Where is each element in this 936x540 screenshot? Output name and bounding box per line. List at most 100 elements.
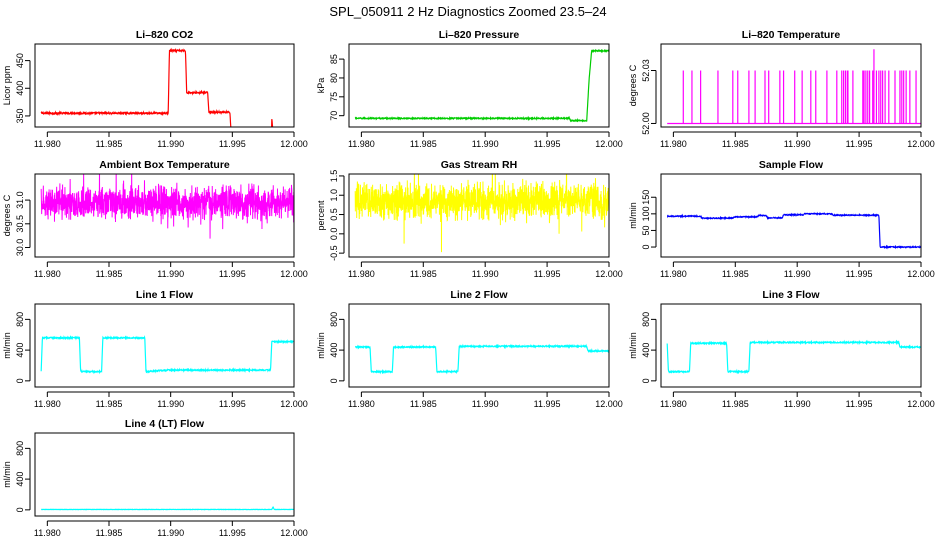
chart-title: Gas Stream RH	[441, 159, 517, 171]
data-series	[355, 343, 609, 375]
y-tick-label: 400	[15, 472, 25, 487]
plot-area	[40, 47, 274, 127]
data-series	[667, 49, 921, 125]
data-series	[354, 174, 609, 253]
chart-title: Line 1 Flow	[136, 289, 194, 301]
y-tick-label: 400	[15, 81, 25, 96]
data-series	[41, 506, 294, 511]
y-tick-label: 0.5	[329, 208, 339, 221]
plot-frame	[34, 43, 295, 128]
plot-frame	[348, 303, 610, 388]
plot-area	[667, 49, 921, 125]
x-tick-label: 12.000	[907, 399, 935, 409]
y-axis: 30.0 30.5 31.0	[15, 191, 31, 257]
x-axis: 11.980 11.985 11.990 11.995 12.000	[660, 261, 935, 279]
y-axis: -0.5 0.0 0.5 1.0 1.5	[329, 170, 345, 261]
x-tick-label: 12.000	[907, 139, 935, 149]
plot-area	[40, 335, 294, 375]
y-tick-label: 400	[641, 343, 651, 358]
chart-sample-flow: Sample Flow ml/min 11.980 11.985 11.990 11.99…	[628, 159, 935, 279]
x-tick-label: 11.990	[157, 399, 184, 409]
x-axis: 11.980 11.985 11.990 11.995 12.000	[34, 391, 308, 409]
y-axis: 0 400 800	[15, 441, 31, 512]
x-tick-label: 12.000	[280, 139, 308, 149]
chart-title: Ambient Box Temperature	[99, 159, 230, 171]
y-axis: 0 400 800	[329, 312, 345, 383]
chart-title: Line 3 Flow	[762, 289, 820, 301]
y-axis-label: degrees C	[628, 64, 638, 106]
data-series	[40, 174, 294, 239]
x-tick-label: 11.980	[34, 139, 61, 149]
plot-area	[666, 211, 921, 250]
data-series	[354, 48, 609, 123]
y-axis-label: ml/min	[628, 332, 638, 359]
x-tick-label: 11.995	[846, 139, 873, 149]
y-tick-label: 350	[15, 108, 25, 123]
y-tick-label: 0	[329, 378, 339, 383]
x-axis: 11.980 11.985 11.990 11.995 12.000	[34, 131, 308, 149]
y-axis-label: Licor ppm	[2, 66, 12, 106]
y-tick-label: 1.0	[329, 189, 339, 202]
x-tick-label: 11.985	[96, 269, 123, 279]
plot-area	[41, 506, 294, 511]
x-tick-label: 11.980	[348, 399, 375, 409]
y-tick-label: -0.5	[329, 245, 339, 261]
y-tick-label: 30.5	[15, 215, 25, 233]
x-tick-label: 11.985	[722, 399, 749, 409]
x-axis: 11.980 11.985 11.990 11.995 12.000	[660, 131, 935, 149]
data-series	[40, 47, 274, 127]
x-tick-label: 11.995	[219, 399, 246, 409]
x-tick-label: 11.995	[846, 399, 873, 409]
plot-frame	[34, 303, 295, 388]
data-series	[666, 339, 921, 375]
y-tick-label: 800	[329, 312, 339, 327]
chart-title: Line 4 (LT) Flow	[125, 418, 205, 430]
x-tick-label: 12.000	[280, 399, 308, 409]
x-tick-label: 11.995	[219, 269, 246, 279]
y-tick-label: 0	[641, 245, 651, 250]
data-series	[666, 211, 921, 250]
x-tick-label: 11.980	[34, 528, 61, 538]
y-axis: 70 75 80 85	[329, 54, 345, 121]
x-axis: 11.980 11.985 11.990 11.995 12.000	[660, 391, 935, 409]
chart-ambient-box-temperature: Ambient Box Temperature degrees C 11.980 11…	[2, 159, 308, 279]
y-axis-label: degrees C	[2, 194, 12, 236]
plot-frame	[660, 43, 922, 128]
x-tick-label: 11.995	[219, 139, 246, 149]
x-tick-label: 11.990	[472, 399, 499, 409]
y-tick-label: 30.0	[15, 239, 25, 257]
plot-area	[354, 174, 609, 253]
y-tick-label: 400	[329, 343, 339, 358]
plot-frame	[34, 173, 295, 258]
y-tick-label: 800	[15, 312, 25, 327]
x-tick-label: 12.000	[280, 269, 308, 279]
y-axis-label: ml/min	[2, 461, 12, 488]
y-tick-label: 80	[329, 73, 339, 83]
x-tick-label: 11.990	[157, 139, 184, 149]
y-tick-label: 150	[641, 190, 651, 205]
x-axis: 11.980 11.985 11.990 11.995 12.000	[348, 131, 623, 149]
plot-area	[355, 343, 609, 375]
chart-title: Li–820 Temperature	[742, 29, 841, 41]
chart-title: Line 2 Flow	[450, 289, 508, 301]
y-tick-label: 1.5	[329, 170, 339, 183]
x-tick-label: 11.985	[722, 139, 749, 149]
x-tick-label: 11.980	[34, 269, 61, 279]
x-tick-label: 11.990	[784, 399, 811, 409]
x-tick-label: 11.985	[410, 399, 437, 409]
y-tick-label: 0.0	[329, 228, 339, 241]
y-tick-label: 75	[329, 92, 339, 102]
x-tick-label: 11.995	[534, 269, 561, 279]
chart-line-3-flow: Line 3 Flow ml/min 11.980 11.985 11.990 11.99…	[628, 289, 935, 409]
y-axis: 0 400 800	[15, 312, 31, 383]
y-axis: 52.00 52.03	[641, 59, 657, 135]
x-tick-label: 11.990	[784, 139, 811, 149]
x-tick-label: 11.980	[660, 399, 687, 409]
x-tick-label: 11.980	[660, 269, 687, 279]
